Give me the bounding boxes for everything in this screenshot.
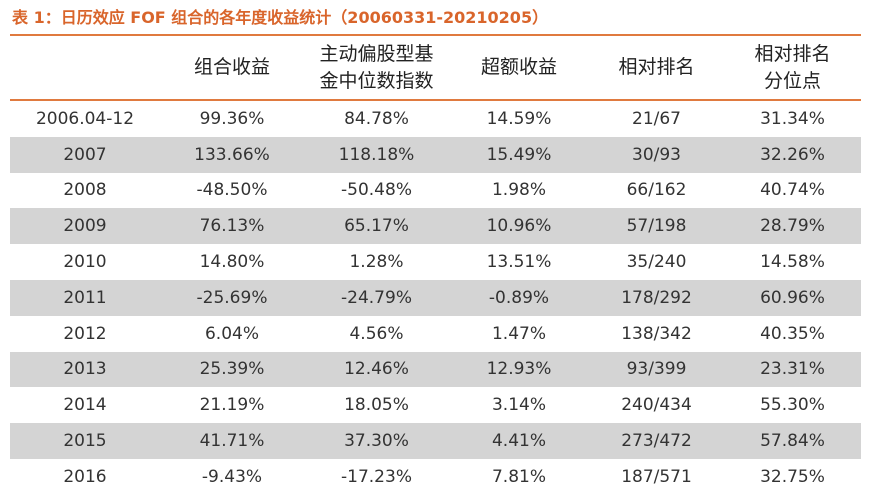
table-body: 2006.04-12 99.36% 84.78% 14.59% 21/67 31.34% 2… [10,101,861,495]
excess-return-cell: 12.93% [449,351,589,388]
excess-return-cell: 10.96% [449,208,589,245]
fund-median-index-cell: -17.23% [304,458,449,495]
fund-median-index-cell: 84.78% [304,101,449,137]
portfolio-return-cell: 21.19% [160,387,304,424]
header-excess-return: 超额收益 [449,36,589,99]
portfolio-return-cell: 41.71% [160,423,304,459]
portfolio-return-cell: 6.04% [160,315,304,352]
rank-percentile-cell: 31.34% [724,101,861,137]
header-line: 分位点 [763,69,821,92]
excess-return-cell: 14.59% [449,101,589,137]
rank-percentile-cell: 32.75% [724,458,861,495]
relative-rank-cell: 35/240 [589,244,724,280]
rank-percentile-cell: 32.26% [724,136,861,173]
header-year [10,36,160,99]
excess-return-cell: 13.51% [449,244,589,280]
relative-rank-cell: 30/93 [589,136,724,173]
header-rule [10,99,861,101]
relative-rank-cell: 21/67 [589,101,724,137]
header-row: 组合收益 主动偏股型基 金中位数指数 超额收益 相对排名 相对排名 分位点 [10,36,861,99]
rank-percentile-cell: 60.96% [724,279,861,316]
year-cell: 2008 [10,172,160,209]
table-title: 表 1：日历效应 FOF 组合的各年度收益统计（20060331-2021020… [12,8,549,27]
year-cell: 2012 [10,315,160,352]
relative-rank-cell: 138/342 [589,315,724,352]
table-row: 2011 -25.69% -24.79% -0.89% 178/292 60.96% [10,279,861,316]
table-row: 2007 133.66% 118.18% 15.49% 30/93 32.26% [10,136,861,173]
portfolio-return-cell: 133.66% [160,136,304,173]
header-relative-rank: 相对排名 [589,36,724,99]
fund-median-index-cell: 1.28% [304,244,449,280]
year-cell: 2016 [10,458,160,495]
top-rule [10,34,861,36]
header-line: 相对排名 [754,42,831,65]
table-row: 2013 25.39% 12.46% 12.93% 93/399 23.31% [10,351,861,388]
annual-returns-table: 组合收益 主动偏股型基 金中位数指数 超额收益 相对排名 相对排名 分位点 [10,36,861,495]
rank-percentile-cell: 40.74% [724,172,861,209]
relative-rank-cell: 178/292 [589,279,724,316]
year-cell: 2011 [10,279,160,316]
year-cell: 2009 [10,208,160,245]
portfolio-return-cell: -25.69% [160,279,304,316]
excess-return-cell: 15.49% [449,136,589,173]
rank-percentile-cell: 14.58% [724,244,861,280]
rank-percentile-cell: 28.79% [724,208,861,245]
header-rule-line [10,99,861,101]
excess-return-cell: -0.89% [449,279,589,316]
fund-median-index-cell: 12.46% [304,351,449,388]
year-cell: 2014 [10,387,160,424]
header-fund-median-index: 主动偏股型基 金中位数指数 [304,36,449,99]
fund-median-index-cell: 65.17% [304,208,449,245]
rank-percentile-cell: 55.30% [724,387,861,424]
portfolio-return-cell: 76.13% [160,208,304,245]
rank-percentile-cell: 23.31% [724,351,861,388]
header-line: 相对排名 [618,56,695,78]
year-cell: 2006.04-12 [10,101,160,137]
fund-median-index-cell: 18.05% [304,387,449,424]
table-row: 2008 -48.50% -50.48% 1.98% 66/162 40.74% [10,172,861,209]
header-line: 组合收益 [193,56,270,78]
year-cell: 2010 [10,244,160,280]
table-row: 2016 -9.43% -17.23% 7.81% 187/571 32.75% [10,458,861,495]
portfolio-return-cell: 99.36% [160,101,304,137]
portfolio-return-cell: -48.50% [160,172,304,209]
table-row: 2012 6.04% 4.56% 1.47% 138/342 40.35% [10,315,861,352]
excess-return-cell: 1.47% [449,315,589,352]
table-row: 2010 14.80% 1.28% 13.51% 35/240 14.58% [10,244,861,280]
relative-rank-cell: 66/162 [589,172,724,209]
relative-rank-cell: 57/198 [589,208,724,245]
fund-median-index-cell: -50.48% [304,172,449,209]
excess-return-cell: 7.81% [449,458,589,495]
header-portfolio-return: 组合收益 [160,36,304,99]
portfolio-return-cell: -9.43% [160,458,304,495]
portfolio-return-cell: 25.39% [160,351,304,388]
year-cell: 2007 [10,136,160,173]
table-row: 2014 21.19% 18.05% 3.14% 240/434 55.30% [10,387,861,424]
excess-return-cell: 3.14% [449,387,589,424]
year-cell: 2015 [10,423,160,459]
relative-rank-cell: 273/472 [589,423,724,459]
table-row: 2006.04-12 99.36% 84.78% 14.59% 21/67 31.34% [10,101,861,137]
header-line: 超额收益 [480,56,557,78]
relative-rank-cell: 93/399 [589,351,724,388]
table-row: 2015 41.71% 37.30% 4.41% 273/472 57.84% [10,423,861,459]
fund-median-index-cell: 118.18% [304,136,449,173]
fund-median-index-cell: 37.30% [304,423,449,459]
portfolio-return-cell: 14.80% [160,244,304,280]
rank-percentile-cell: 57.84% [724,423,861,459]
rank-percentile-cell: 40.35% [724,315,861,352]
header-rank-percentile: 相对排名 分位点 [724,36,861,99]
table-row: 2009 76.13% 65.17% 10.96% 57/198 28.79% [10,208,861,245]
header-line: 主动偏股型基 [319,42,434,65]
relative-rank-cell: 187/571 [589,458,724,495]
relative-rank-cell: 240/434 [589,387,724,424]
fund-median-index-cell: -24.79% [304,279,449,316]
excess-return-cell: 4.41% [449,423,589,459]
header-line: 金中位数指数 [319,69,434,92]
year-cell: 2013 [10,351,160,388]
excess-return-cell: 1.98% [449,172,589,209]
fund-median-index-cell: 4.56% [304,315,449,352]
